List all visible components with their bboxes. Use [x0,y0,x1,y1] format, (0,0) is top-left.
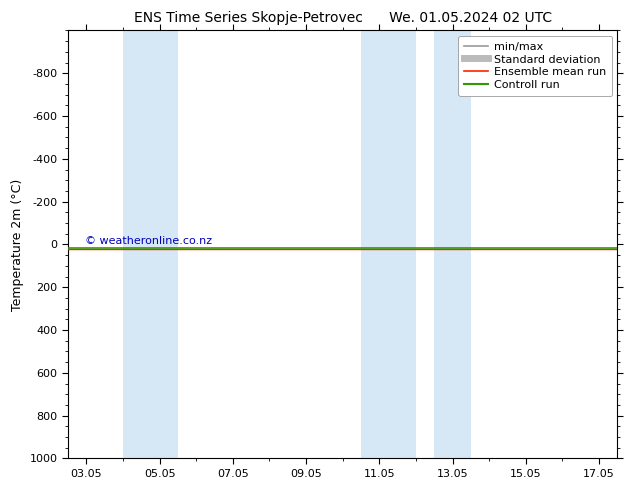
Title: ENS Time Series Skopje-Petrovec      We. 01.05.2024 02 UTC: ENS Time Series Skopje-Petrovec We. 01.0… [134,11,552,25]
Legend: min/max, Standard deviation, Ensemble mean run, Controll run: min/max, Standard deviation, Ensemble me… [458,36,612,96]
Bar [361,30,416,459]
Text: © weatheronline.co.nz: © weatheronline.co.nz [84,236,212,246]
Bar [434,30,471,459]
Y-axis label: Temperature 2m (°C): Temperature 2m (°C) [11,178,24,311]
Bar [123,30,178,459]
